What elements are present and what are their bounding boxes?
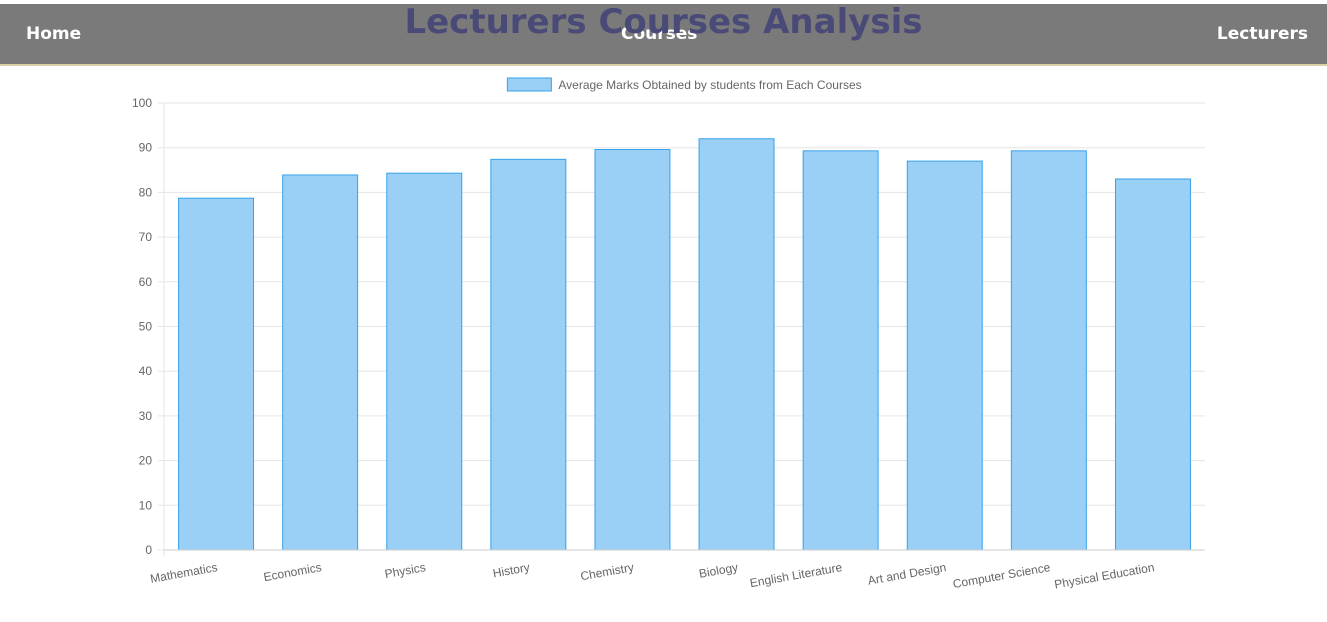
y-tick-label: 30 — [139, 409, 153, 423]
y-tick-label: 80 — [139, 185, 153, 199]
bar-history — [490, 158, 567, 551]
x-tick-label: Physics — [384, 560, 427, 581]
bar-chart: 0 10 20 30 40 50 60 70 80 90 100 Mathematics Economi… — [132, 77, 1205, 592]
y-tick-label: 50 — [139, 320, 153, 334]
bar-mathematics — [178, 197, 255, 551]
y-tick-label: 0 — [145, 543, 152, 557]
nav-courses-link[interactable]: Courses — [621, 24, 698, 44]
x-tick-label: Physical Education — [1053, 560, 1155, 591]
bar-physics — [386, 172, 463, 551]
x-tick-label: Chemistry — [579, 560, 635, 583]
x-tick-label: Mathematics — [149, 560, 218, 586]
y-tick-label: 10 — [139, 498, 153, 512]
bar-chemistry — [594, 148, 671, 551]
y-tick-label: 20 — [139, 454, 153, 468]
legend-label: Average Marks Obtained by students from … — [558, 78, 861, 92]
bar-english-literature — [802, 150, 879, 551]
nav-lecturers-link[interactable]: Lecturers — [1216, 24, 1308, 44]
bar-economics — [282, 174, 359, 551]
y-tick-label: 40 — [139, 364, 153, 378]
navbar — [0, 4, 1327, 66]
x-tick-label: Computer Science — [952, 560, 1052, 591]
x-tick-label: History — [492, 560, 531, 580]
bar-computer-science — [1010, 150, 1087, 551]
bar-art-and-design — [906, 160, 983, 551]
x-tick-label: Economics — [262, 560, 322, 584]
nav-home-link[interactable]: Home — [26, 24, 82, 44]
x-tick-label: English Literature — [749, 560, 844, 590]
y-tick-label: 70 — [139, 230, 153, 244]
y-tick-label: 90 — [139, 141, 153, 155]
x-tick-label: Biology — [698, 560, 739, 581]
bar-biology — [698, 138, 775, 551]
bar-physical-education — [1114, 178, 1191, 551]
y-tick-label: 60 — [139, 275, 153, 289]
legend-swatch — [506, 77, 552, 92]
y-tick-label: 100 — [132, 96, 152, 110]
x-tick-label: Art and Design — [867, 560, 948, 588]
